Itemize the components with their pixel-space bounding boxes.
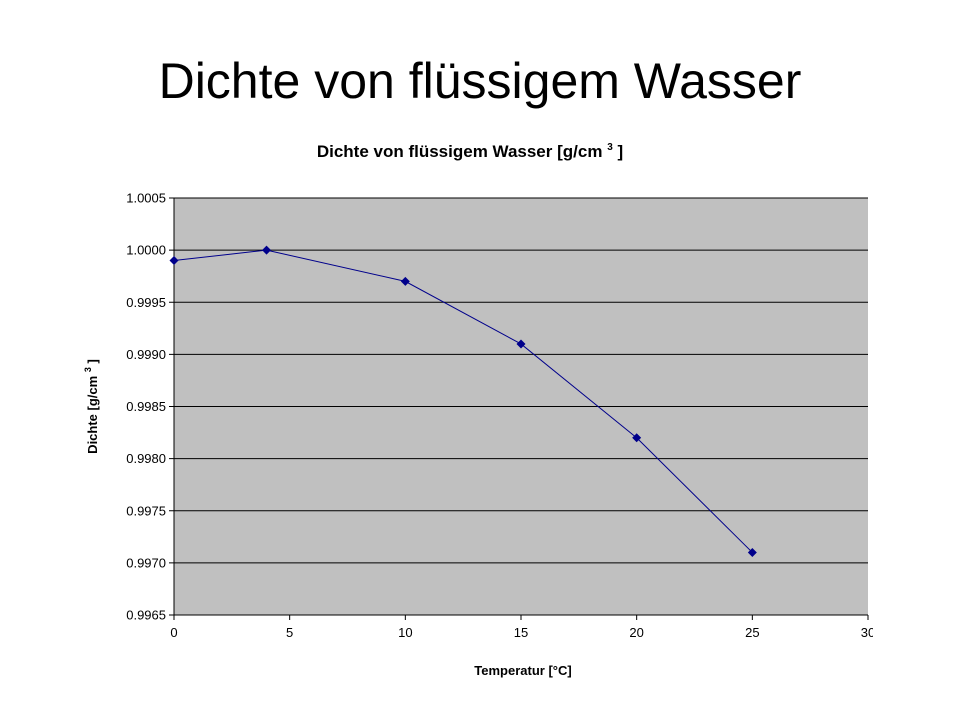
y-tick-label: 0.9970: [126, 555, 166, 570]
data-point: [262, 245, 272, 255]
y-axis-title-sup: 3: [83, 367, 93, 372]
y-tick-label: 0.9975: [126, 503, 166, 518]
x-tick-label: 5: [286, 625, 293, 640]
chart-title-unit-sup: 3: [607, 142, 613, 153]
data-series: [169, 245, 757, 557]
chart-title-unit: [g/cm: [557, 142, 602, 161]
x-tick-label: 10: [398, 625, 412, 640]
line-chart: Dichte von flüssigem Wasser [g/cm 3 ] 1.…: [79, 135, 873, 678]
y-axis-title-end: ]: [85, 359, 100, 363]
data-point: [169, 256, 179, 266]
y-axis-title-text: Dichte [g/cm: [85, 376, 100, 454]
series-line: [173, 249, 753, 553]
chart-title-unit-end: ]: [618, 142, 624, 161]
chart-area: Dichte von flüssigem Wasser [g/cm 3 ] 1.…: [68, 116, 873, 692]
y-axis-title: Dichte [g/cm 3 ]: [79, 359, 100, 454]
x-tick-label: 20: [629, 625, 643, 640]
y-tick-label: 0.9995: [126, 295, 166, 310]
x-tick-label: 25: [745, 625, 759, 640]
data-point: [747, 547, 757, 557]
x-axis-title: Temperatur [°C]: [474, 663, 571, 678]
data-point: [632, 433, 642, 443]
axes: 1.0005 1.0000 0.9995 0.9990 0.9985 0.9980 0.99…: [126, 191, 873, 641]
y-tick-label: 0.9985: [126, 399, 166, 414]
y-tick-label: 0.9990: [126, 347, 166, 362]
data-point: [400, 276, 410, 286]
slide-title: Dichte von flüssigem Wasser: [158, 53, 802, 109]
y-tick-label: 0.9980: [126, 451, 166, 466]
x-tick-label: 0: [170, 625, 177, 640]
chart-title-text: Dichte von flüssigem Wasser: [317, 142, 553, 161]
x-tick-label: 15: [514, 625, 528, 640]
chart-title: Dichte von flüssigem Wasser [g/cm 3 ]: [317, 135, 623, 161]
y-tick-label: 1.0000: [126, 243, 166, 258]
y-tick-label: 1.0005: [126, 191, 166, 206]
data-point: [516, 339, 526, 349]
x-tick-label: 30: [861, 625, 873, 640]
y-tick-label: 0.9965: [126, 608, 166, 623]
